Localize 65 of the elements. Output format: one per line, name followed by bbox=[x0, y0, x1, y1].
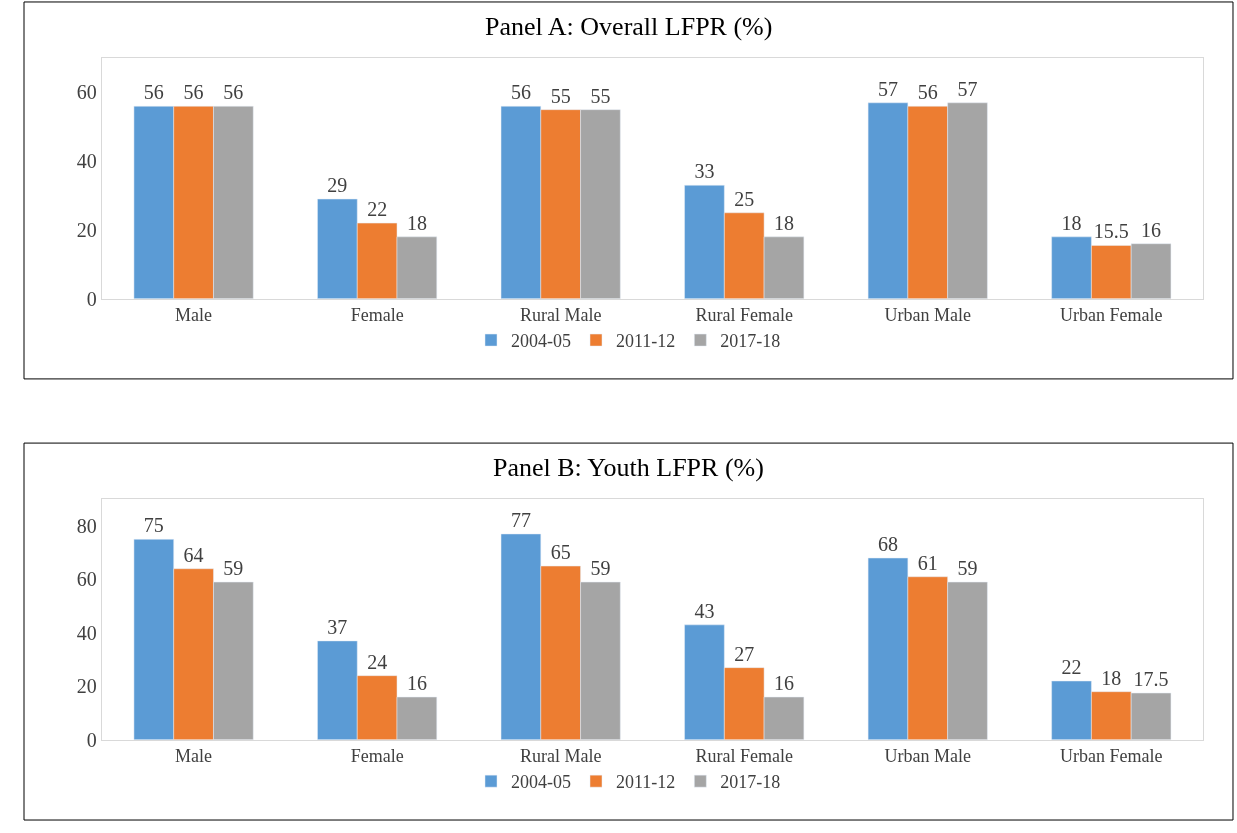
y-tick-label: 0 bbox=[86, 287, 97, 310]
data-label: 24 bbox=[367, 650, 388, 673]
data-label: 37 bbox=[327, 615, 348, 638]
data-label: 16 bbox=[406, 672, 427, 695]
data-label: 16 bbox=[773, 672, 794, 695]
x-tick-label: Female bbox=[350, 305, 404, 326]
data-label: 59 bbox=[590, 557, 611, 580]
legend-label: 2017-18 bbox=[720, 772, 781, 793]
x-tick-label: Male bbox=[175, 305, 213, 326]
legend-label: 2017-18 bbox=[720, 331, 781, 352]
data-label: 18 bbox=[406, 211, 427, 234]
data-label: 15.5 bbox=[1093, 220, 1129, 243]
x-tick-label: Urban Female bbox=[1060, 746, 1163, 767]
data-label: 56 bbox=[183, 81, 204, 104]
data-label: 33 bbox=[694, 160, 715, 183]
y-tick-label: 40 bbox=[76, 621, 97, 644]
data-label: 43 bbox=[694, 599, 715, 622]
legend-label: 2004-05 bbox=[511, 772, 571, 793]
data-label: 61 bbox=[917, 551, 938, 574]
data-label: 68 bbox=[877, 533, 898, 556]
data-label: 18 bbox=[773, 211, 794, 234]
data-label: 16 bbox=[1141, 218, 1162, 241]
x-tick-label: Male bbox=[175, 746, 213, 767]
data-label: 18 bbox=[1061, 211, 1082, 234]
chart-title: Panel A: Overall LFPR (%) bbox=[485, 12, 773, 41]
legend-label: 2011-12 bbox=[616, 772, 676, 793]
chart-title: Panel B: Youth LFPR (%) bbox=[493, 453, 764, 482]
data-label: 77 bbox=[510, 508, 531, 531]
data-label: 56 bbox=[917, 81, 938, 104]
data-label: 55 bbox=[550, 84, 571, 107]
data-label: 56 bbox=[223, 81, 244, 104]
data-label: 59 bbox=[223, 557, 244, 580]
x-tick-label: Urban Male bbox=[884, 746, 971, 767]
x-tick-label: Rural Female bbox=[695, 305, 793, 326]
x-tick-label: Urban Male bbox=[884, 305, 971, 326]
data-label: 55 bbox=[590, 84, 611, 107]
y-tick-label: 40 bbox=[76, 150, 97, 173]
data-label: 56 bbox=[510, 81, 531, 104]
y-tick-label: 20 bbox=[76, 675, 97, 698]
x-tick-label: Rural Male bbox=[519, 746, 602, 767]
x-tick-label: Female bbox=[350, 746, 404, 767]
data-label: 22 bbox=[367, 198, 388, 221]
data-label: 17.5 bbox=[1133, 668, 1169, 691]
data-label: 64 bbox=[183, 543, 204, 566]
x-tick-label: Urban Female bbox=[1060, 305, 1163, 326]
data-label: 75 bbox=[143, 514, 164, 537]
y-tick-label: 60 bbox=[76, 81, 97, 104]
data-label: 56 bbox=[143, 81, 164, 104]
data-label: 29 bbox=[327, 174, 348, 197]
legend-label: 2004-05 bbox=[511, 331, 571, 352]
y-tick-label: 20 bbox=[76, 218, 97, 241]
x-tick-label: Rural Female bbox=[695, 746, 793, 767]
data-label: 59 bbox=[957, 557, 978, 580]
legend-label: 2011-12 bbox=[616, 331, 676, 352]
y-tick-label: 80 bbox=[76, 514, 97, 537]
data-label: 18 bbox=[1101, 666, 1122, 689]
y-tick-label: 0 bbox=[86, 728, 97, 751]
data-label: 65 bbox=[550, 541, 571, 564]
data-label: 25 bbox=[734, 187, 755, 210]
data-label: 27 bbox=[734, 642, 755, 665]
x-tick-label: Rural Male bbox=[519, 305, 602, 326]
data-label: 57 bbox=[877, 77, 898, 100]
data-label: 57 bbox=[957, 77, 978, 100]
data-label: 22 bbox=[1061, 656, 1082, 679]
y-tick-label: 60 bbox=[76, 568, 97, 591]
